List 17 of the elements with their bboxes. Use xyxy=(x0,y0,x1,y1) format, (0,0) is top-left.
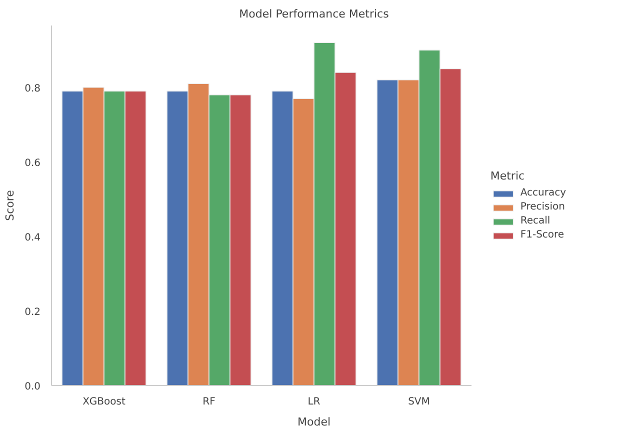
x-axis-title: Model xyxy=(297,416,331,428)
legend-label: Precision xyxy=(520,202,565,212)
x-tick-label: RF xyxy=(202,396,216,408)
legend-label: Accuracy xyxy=(520,188,566,198)
x-tick-label: LR xyxy=(308,396,320,408)
y-tick-label: 0.0 xyxy=(24,382,41,392)
y-tick-label: 0.2 xyxy=(24,306,41,318)
legend-title: Metric xyxy=(490,170,526,182)
y-tick-label: 0.6 xyxy=(24,158,41,169)
x-tick-label: SVM xyxy=(408,396,430,408)
y-axis-title: Score xyxy=(4,190,17,221)
legend-label: F1-Score xyxy=(520,230,564,240)
y-tick-label: 0.4 xyxy=(24,232,41,244)
legend-label: Recall xyxy=(520,216,550,226)
chart-title: Model Performance Metrics xyxy=(239,8,390,20)
x-tick-label: XGBoost xyxy=(82,396,126,408)
y-tick-label: 0.8 xyxy=(24,83,41,94)
